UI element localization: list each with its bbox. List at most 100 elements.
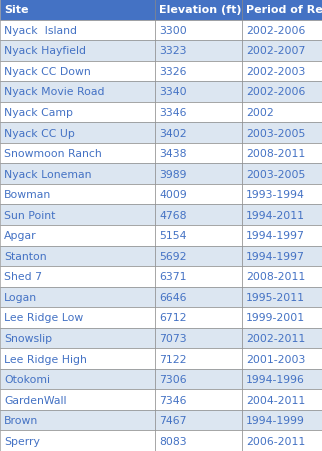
Bar xyxy=(242,287,322,308)
Bar xyxy=(0,369,155,390)
Text: Nyack Loneman: Nyack Loneman xyxy=(4,169,91,179)
Text: Shed 7: Shed 7 xyxy=(4,272,42,282)
Bar xyxy=(155,82,242,102)
Text: 1994-1996: 1994-1996 xyxy=(246,374,305,384)
Bar xyxy=(155,287,242,308)
Bar xyxy=(242,308,322,328)
Text: 1994-2011: 1994-2011 xyxy=(246,210,305,220)
Text: Nyack Camp: Nyack Camp xyxy=(4,108,73,118)
Bar xyxy=(0,143,155,164)
Bar xyxy=(155,41,242,61)
Text: Nyack Movie Road: Nyack Movie Road xyxy=(4,87,105,97)
Text: GardenWall: GardenWall xyxy=(4,395,67,405)
Bar xyxy=(155,205,242,226)
Bar xyxy=(242,328,322,349)
Bar xyxy=(0,82,155,102)
Bar xyxy=(155,20,242,41)
Bar xyxy=(0,61,155,82)
Text: 2003-2005: 2003-2005 xyxy=(246,128,305,138)
Bar xyxy=(155,184,242,205)
Bar xyxy=(242,226,322,246)
Text: 3402: 3402 xyxy=(159,128,187,138)
Bar xyxy=(242,184,322,205)
Text: Lee Ridge High: Lee Ridge High xyxy=(4,354,87,364)
Bar xyxy=(155,226,242,246)
Text: Bowman: Bowman xyxy=(4,190,51,200)
Text: Lee Ridge Low: Lee Ridge Low xyxy=(4,313,83,323)
Bar xyxy=(242,102,322,123)
Bar xyxy=(0,0,155,20)
Bar xyxy=(0,164,155,184)
Bar xyxy=(155,0,242,20)
Bar xyxy=(242,205,322,226)
Text: 6712: 6712 xyxy=(159,313,186,323)
Text: 2002-2006: 2002-2006 xyxy=(246,26,305,36)
Text: 8083: 8083 xyxy=(159,436,187,446)
Text: 5154: 5154 xyxy=(159,231,186,241)
Bar xyxy=(242,20,322,41)
Text: 4768: 4768 xyxy=(159,210,186,220)
Text: 1994-1997: 1994-1997 xyxy=(246,231,305,241)
Text: Nyack  Island: Nyack Island xyxy=(4,26,77,36)
Bar xyxy=(242,61,322,82)
Bar xyxy=(0,287,155,308)
Text: Elevation (ft): Elevation (ft) xyxy=(159,5,242,15)
Text: Apgar: Apgar xyxy=(4,231,37,241)
Text: 7346: 7346 xyxy=(159,395,186,405)
Bar xyxy=(242,164,322,184)
Text: 1994-1997: 1994-1997 xyxy=(246,251,305,261)
Bar xyxy=(242,349,322,369)
Bar xyxy=(0,246,155,267)
Text: Nyack CC Up: Nyack CC Up xyxy=(4,128,75,138)
Text: 3340: 3340 xyxy=(159,87,187,97)
Bar xyxy=(242,410,322,431)
Text: Sperry: Sperry xyxy=(4,436,40,446)
Text: 4009: 4009 xyxy=(159,190,187,200)
Bar xyxy=(155,410,242,431)
Text: 1993-1994: 1993-1994 xyxy=(246,190,305,200)
Bar xyxy=(242,123,322,143)
Bar xyxy=(242,0,322,20)
Bar xyxy=(155,143,242,164)
Text: 3326: 3326 xyxy=(159,67,186,77)
Text: 5692: 5692 xyxy=(159,251,186,261)
Bar xyxy=(155,164,242,184)
Bar xyxy=(155,61,242,82)
Text: 3346: 3346 xyxy=(159,108,186,118)
Bar xyxy=(242,143,322,164)
Text: Site: Site xyxy=(4,5,29,15)
Text: 3989: 3989 xyxy=(159,169,186,179)
Text: Nyack Hayfield: Nyack Hayfield xyxy=(4,46,86,56)
Bar xyxy=(0,205,155,226)
Text: 3323: 3323 xyxy=(159,46,186,56)
Bar xyxy=(0,123,155,143)
Text: 2004-2011: 2004-2011 xyxy=(246,395,305,405)
Text: 2003-2005: 2003-2005 xyxy=(246,169,305,179)
Bar xyxy=(242,390,322,410)
Bar xyxy=(155,431,242,451)
Bar xyxy=(242,41,322,61)
Bar xyxy=(0,267,155,287)
Text: Snowslip: Snowslip xyxy=(4,333,52,343)
Bar xyxy=(155,308,242,328)
Bar xyxy=(0,41,155,61)
Bar xyxy=(155,369,242,390)
Bar xyxy=(242,82,322,102)
Bar xyxy=(155,267,242,287)
Bar xyxy=(155,390,242,410)
Bar xyxy=(0,102,155,123)
Text: 2002-2003: 2002-2003 xyxy=(246,67,305,77)
Bar xyxy=(155,246,242,267)
Text: 2006-2011: 2006-2011 xyxy=(246,436,305,446)
Bar xyxy=(0,20,155,41)
Text: Snowmoon Ranch: Snowmoon Ranch xyxy=(4,149,102,159)
Text: 2002: 2002 xyxy=(246,108,274,118)
Bar xyxy=(0,390,155,410)
Text: 2002-2006: 2002-2006 xyxy=(246,87,305,97)
Bar xyxy=(0,226,155,246)
Text: 3300: 3300 xyxy=(159,26,187,36)
Text: 2008-2011: 2008-2011 xyxy=(246,272,305,282)
Bar xyxy=(155,328,242,349)
Bar xyxy=(242,246,322,267)
Bar xyxy=(155,102,242,123)
